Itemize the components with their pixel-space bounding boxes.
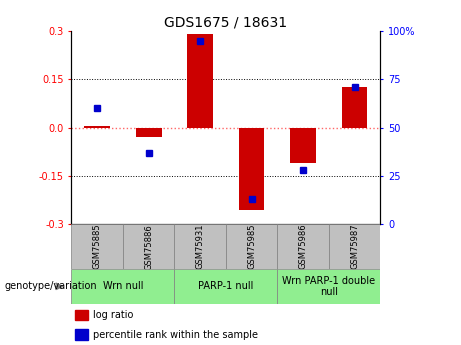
Text: GSM75985: GSM75985 bbox=[247, 224, 256, 269]
Text: GSM75885: GSM75885 bbox=[93, 224, 102, 269]
Bar bbox=[174, 224, 226, 269]
Bar bbox=[75, 329, 89, 340]
Bar bbox=[278, 224, 329, 269]
Bar bbox=[123, 224, 174, 269]
Title: GDS1675 / 18631: GDS1675 / 18631 bbox=[164, 16, 288, 30]
Text: GSM75986: GSM75986 bbox=[299, 224, 307, 269]
Text: GSM75886: GSM75886 bbox=[144, 224, 153, 269]
Text: Wrn null: Wrn null bbox=[103, 282, 143, 291]
Text: PARP-1 null: PARP-1 null bbox=[198, 282, 254, 291]
Bar bbox=[136, 128, 161, 137]
Bar bbox=[71, 269, 174, 304]
Bar bbox=[342, 87, 367, 128]
Bar bbox=[71, 224, 123, 269]
Bar bbox=[187, 34, 213, 128]
Text: GSM75987: GSM75987 bbox=[350, 224, 359, 269]
Bar bbox=[84, 126, 110, 128]
Bar bbox=[329, 224, 380, 269]
Text: Wrn PARP-1 double
null: Wrn PARP-1 double null bbox=[282, 276, 375, 297]
Bar bbox=[278, 269, 380, 304]
Bar bbox=[174, 269, 278, 304]
Text: GSM75931: GSM75931 bbox=[195, 224, 205, 269]
Bar bbox=[75, 310, 89, 320]
Text: genotype/variation: genotype/variation bbox=[5, 282, 97, 291]
Bar bbox=[239, 128, 265, 210]
Bar bbox=[290, 128, 316, 163]
Bar bbox=[226, 224, 278, 269]
Text: percentile rank within the sample: percentile rank within the sample bbox=[93, 330, 258, 340]
Text: log ratio: log ratio bbox=[93, 310, 133, 321]
